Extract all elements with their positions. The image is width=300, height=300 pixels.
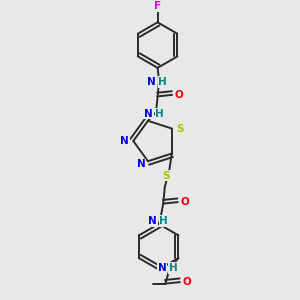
Text: S: S [176, 124, 184, 134]
Text: N: N [144, 109, 153, 119]
Text: H: H [160, 216, 168, 226]
Text: H: H [169, 263, 178, 273]
Text: N: N [158, 263, 167, 273]
Text: F: F [154, 1, 161, 11]
Text: S: S [163, 171, 170, 181]
Text: O: O [175, 90, 183, 100]
Text: O: O [180, 197, 189, 207]
Text: O: O [182, 277, 191, 287]
Text: N: N [137, 159, 146, 169]
Text: N: N [147, 77, 156, 87]
Text: H: H [158, 77, 167, 87]
Text: H: H [155, 109, 164, 119]
Text: N: N [148, 216, 157, 226]
Text: N: N [120, 136, 129, 146]
